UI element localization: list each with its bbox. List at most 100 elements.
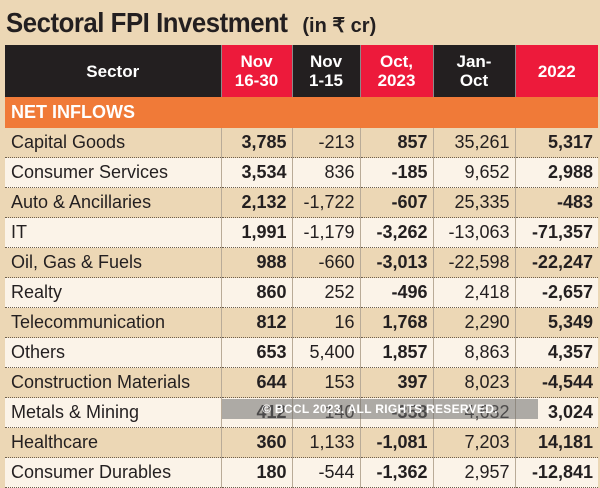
value-cell: 8,023 <box>433 367 516 398</box>
sector-name: Healthcare <box>5 427 222 458</box>
value-cell: -1,081 <box>360 427 434 458</box>
value-cell: 860 <box>221 277 293 308</box>
header-row: Sector Nov 16-30 Nov 1-15 Oct, 2023 Jan- Oct… <box>5 45 598 97</box>
value-cell: 8,863 <box>433 337 516 368</box>
value-cell: 1,768 <box>360 307 434 338</box>
value-cell: -607 <box>360 187 434 218</box>
header-line: Jan- <box>456 52 492 71</box>
sector-name: IT <box>5 217 222 248</box>
header-nov-1-15: Nov 1-15 <box>292 45 361 97</box>
value-cell: 9,652 <box>433 157 516 188</box>
sector-name: Capital Goods <box>5 128 222 158</box>
value-cell: 7,203 <box>433 427 516 458</box>
value-cell: 1,857 <box>360 337 434 368</box>
value-cell: -185 <box>360 157 434 188</box>
header-nov-16-30: Nov 16-30 <box>221 45 293 97</box>
page-title: Sectoral FPI Investment (in ₹ cr) <box>6 4 376 42</box>
header-oct-2023: Oct, 2023 <box>360 45 434 97</box>
value-cell: -483 <box>515 187 598 218</box>
value-cell: 2,988 <box>515 157 598 188</box>
header-line: 16-30 <box>234 71 279 90</box>
sector-name: Consumer Durables <box>5 457 222 488</box>
value-cell: 25,335 <box>433 187 516 218</box>
value-cell: 180 <box>221 457 293 488</box>
table-row: Auto & Ancillaries 2,132 -1,722 -607 25,335-… <box>5 187 598 218</box>
header-line: 2022 <box>537 61 576 81</box>
value-cell: -71,357 <box>515 217 598 248</box>
header-line: Oct <box>459 71 489 90</box>
value-cell: -4,544 <box>515 367 598 398</box>
value-cell: 5,349 <box>515 307 598 338</box>
table-row: Realty 860 252 -496 2,418 -2,657 <box>5 277 598 308</box>
sector-name: Oil, Gas & Fuels <box>5 247 222 278</box>
value-cell: 4,357 <box>515 337 598 368</box>
table-row: Oil, Gas & Fuels 988 -660 -3,013 -22,598 -22,… <box>5 247 598 278</box>
value-cell: -2,657 <box>515 277 598 308</box>
value-cell: 35,261 <box>433 128 516 158</box>
value-cell: -1,179 <box>292 217 361 248</box>
value-cell: 360 <box>221 427 293 458</box>
value-cell: 153 <box>292 367 361 398</box>
value-cell: -22,247 <box>515 247 598 278</box>
value-cell: -1,722 <box>292 187 361 218</box>
value-cell: 2,290 <box>433 307 516 338</box>
header-line: 1-15 <box>308 71 344 90</box>
table-row: IT 1,991 -1,179 -3,262 -13,063 -71,357 <box>5 217 598 248</box>
sector-name: Auto & Ancillaries <box>5 187 222 218</box>
value-cell: 16 <box>292 307 361 338</box>
title-unit: (in ₹ cr) <box>302 15 377 37</box>
header-sector: Sector <box>5 45 222 97</box>
value-cell: -22,598 <box>433 247 516 278</box>
value-cell: 812 <box>221 307 293 338</box>
table-row: Others 653 5,400 1,857 8,863 4,357 <box>5 337 598 368</box>
value-cell: 5,317 <box>515 128 598 158</box>
copyright-watermark: © BCCL 2023. ALL RIGHTS RESERVED. <box>222 399 538 419</box>
value-cell: -496 <box>360 277 434 308</box>
value-cell: -1,362 <box>360 457 434 488</box>
value-cell: 988 <box>221 247 293 278</box>
value-cell: 2,418 <box>433 277 516 308</box>
value-cell: 3,534 <box>221 157 293 188</box>
sector-name: Others <box>5 337 222 368</box>
header-2022: 2022 <box>515 45 598 97</box>
sector-name: Realty <box>5 277 222 308</box>
header-line: Nov <box>309 52 343 71</box>
value-cell: 14,181 <box>515 427 598 458</box>
header-line: 2023 <box>377 71 416 90</box>
header-line: Oct, <box>379 52 414 71</box>
table-row: Capital Goods 3,785 -213 857 35,261 5,317 <box>5 128 598 158</box>
sector-name: Telecommunication <box>5 307 222 338</box>
table-row: Consumer Services 3,534 836 -185 9,652 2,988 <box>5 157 598 188</box>
title-main: Sectoral FPI Investment <box>6 7 288 38</box>
value-cell: 653 <box>221 337 293 368</box>
value-cell: 2,957 <box>433 457 516 488</box>
value-cell: 2,132 <box>221 187 293 218</box>
section-label: NET INFLOWS <box>5 97 598 128</box>
table-row: Healthcare 360 1,133 -1,081 7,203 14,181 <box>5 427 598 458</box>
value-cell: -213 <box>292 128 361 158</box>
value-cell: -13,063 <box>433 217 516 248</box>
table-row: Consumer Durables 180 -544 -1,362 2,957 -12,8… <box>5 457 598 488</box>
sector-name: Construction Materials <box>5 367 222 398</box>
value-cell: -3,013 <box>360 247 434 278</box>
value-cell: 857 <box>360 128 434 158</box>
header-line: Nov <box>240 52 273 71</box>
value-cell: -660 <box>292 247 361 278</box>
value-cell: 1,133 <box>292 427 361 458</box>
value-cell: -12,841 <box>515 457 598 488</box>
sector-name: Consumer Services <box>5 157 222 188</box>
value-cell: 836 <box>292 157 361 188</box>
table-row: Construction Materials 644 153 397 8,023 -4,5… <box>5 367 598 398</box>
value-cell: 3,785 <box>221 128 293 158</box>
header-jan-oct: Jan- Oct <box>433 45 516 97</box>
section-row: NET INFLOWS <box>5 97 598 128</box>
value-cell: 1,991 <box>221 217 293 248</box>
value-cell: 5,400 <box>292 337 361 368</box>
value-cell: 397 <box>360 367 434 398</box>
value-cell: -3,262 <box>360 217 434 248</box>
value-cell: -544 <box>292 457 361 488</box>
sector-name: Metals & Mining <box>5 397 222 428</box>
table-row: Telecommunication 812 16 1,768 2,290 5,349 <box>5 307 598 338</box>
value-cell: 644 <box>221 367 293 398</box>
fpi-table: Sector Nov 16-30 Nov 1-15 Oct, 2023 Jan- Oct… <box>5 45 598 488</box>
